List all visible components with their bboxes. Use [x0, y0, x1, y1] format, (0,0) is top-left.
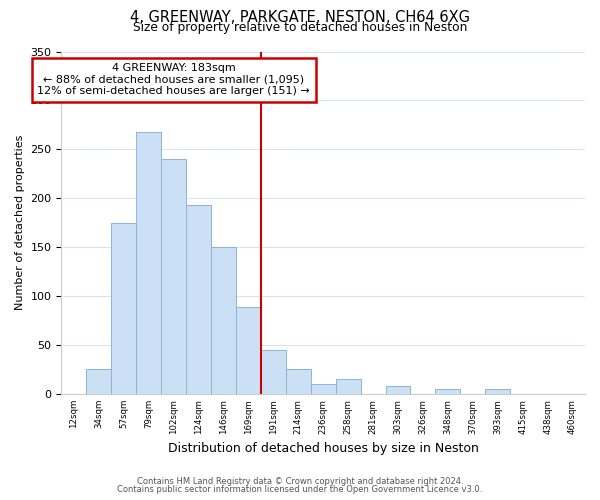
Bar	[211, 247, 236, 394]
Text: 4 GREENWAY: 183sqm
← 88% of detached houses are smaller (1,095)
12% of semi-deta: 4 GREENWAY: 183sqm ← 88% of detached hou…	[37, 63, 310, 96]
Text: Contains public sector information licensed under the Open Government Licence v3: Contains public sector information licen…	[118, 485, 482, 494]
Bar	[86, 370, 111, 394]
Y-axis label: Number of detached properties: Number of detached properties	[15, 135, 25, 310]
Bar	[436, 389, 460, 394]
Bar	[386, 386, 410, 394]
Bar	[161, 159, 186, 394]
X-axis label: Distribution of detached houses by size in Neston: Distribution of detached houses by size …	[168, 442, 479, 455]
Bar	[186, 205, 211, 394]
Bar	[136, 132, 161, 394]
Text: 4, GREENWAY, PARKGATE, NESTON, CH64 6XG: 4, GREENWAY, PARKGATE, NESTON, CH64 6XG	[130, 10, 470, 25]
Bar	[261, 350, 286, 394]
Bar	[311, 384, 335, 394]
Bar	[236, 307, 261, 394]
Bar	[286, 370, 311, 394]
Bar	[111, 222, 136, 394]
Text: Contains HM Land Registry data © Crown copyright and database right 2024.: Contains HM Land Registry data © Crown c…	[137, 477, 463, 486]
Text: Size of property relative to detached houses in Neston: Size of property relative to detached ho…	[133, 21, 467, 34]
Bar	[485, 389, 510, 394]
Bar	[335, 380, 361, 394]
